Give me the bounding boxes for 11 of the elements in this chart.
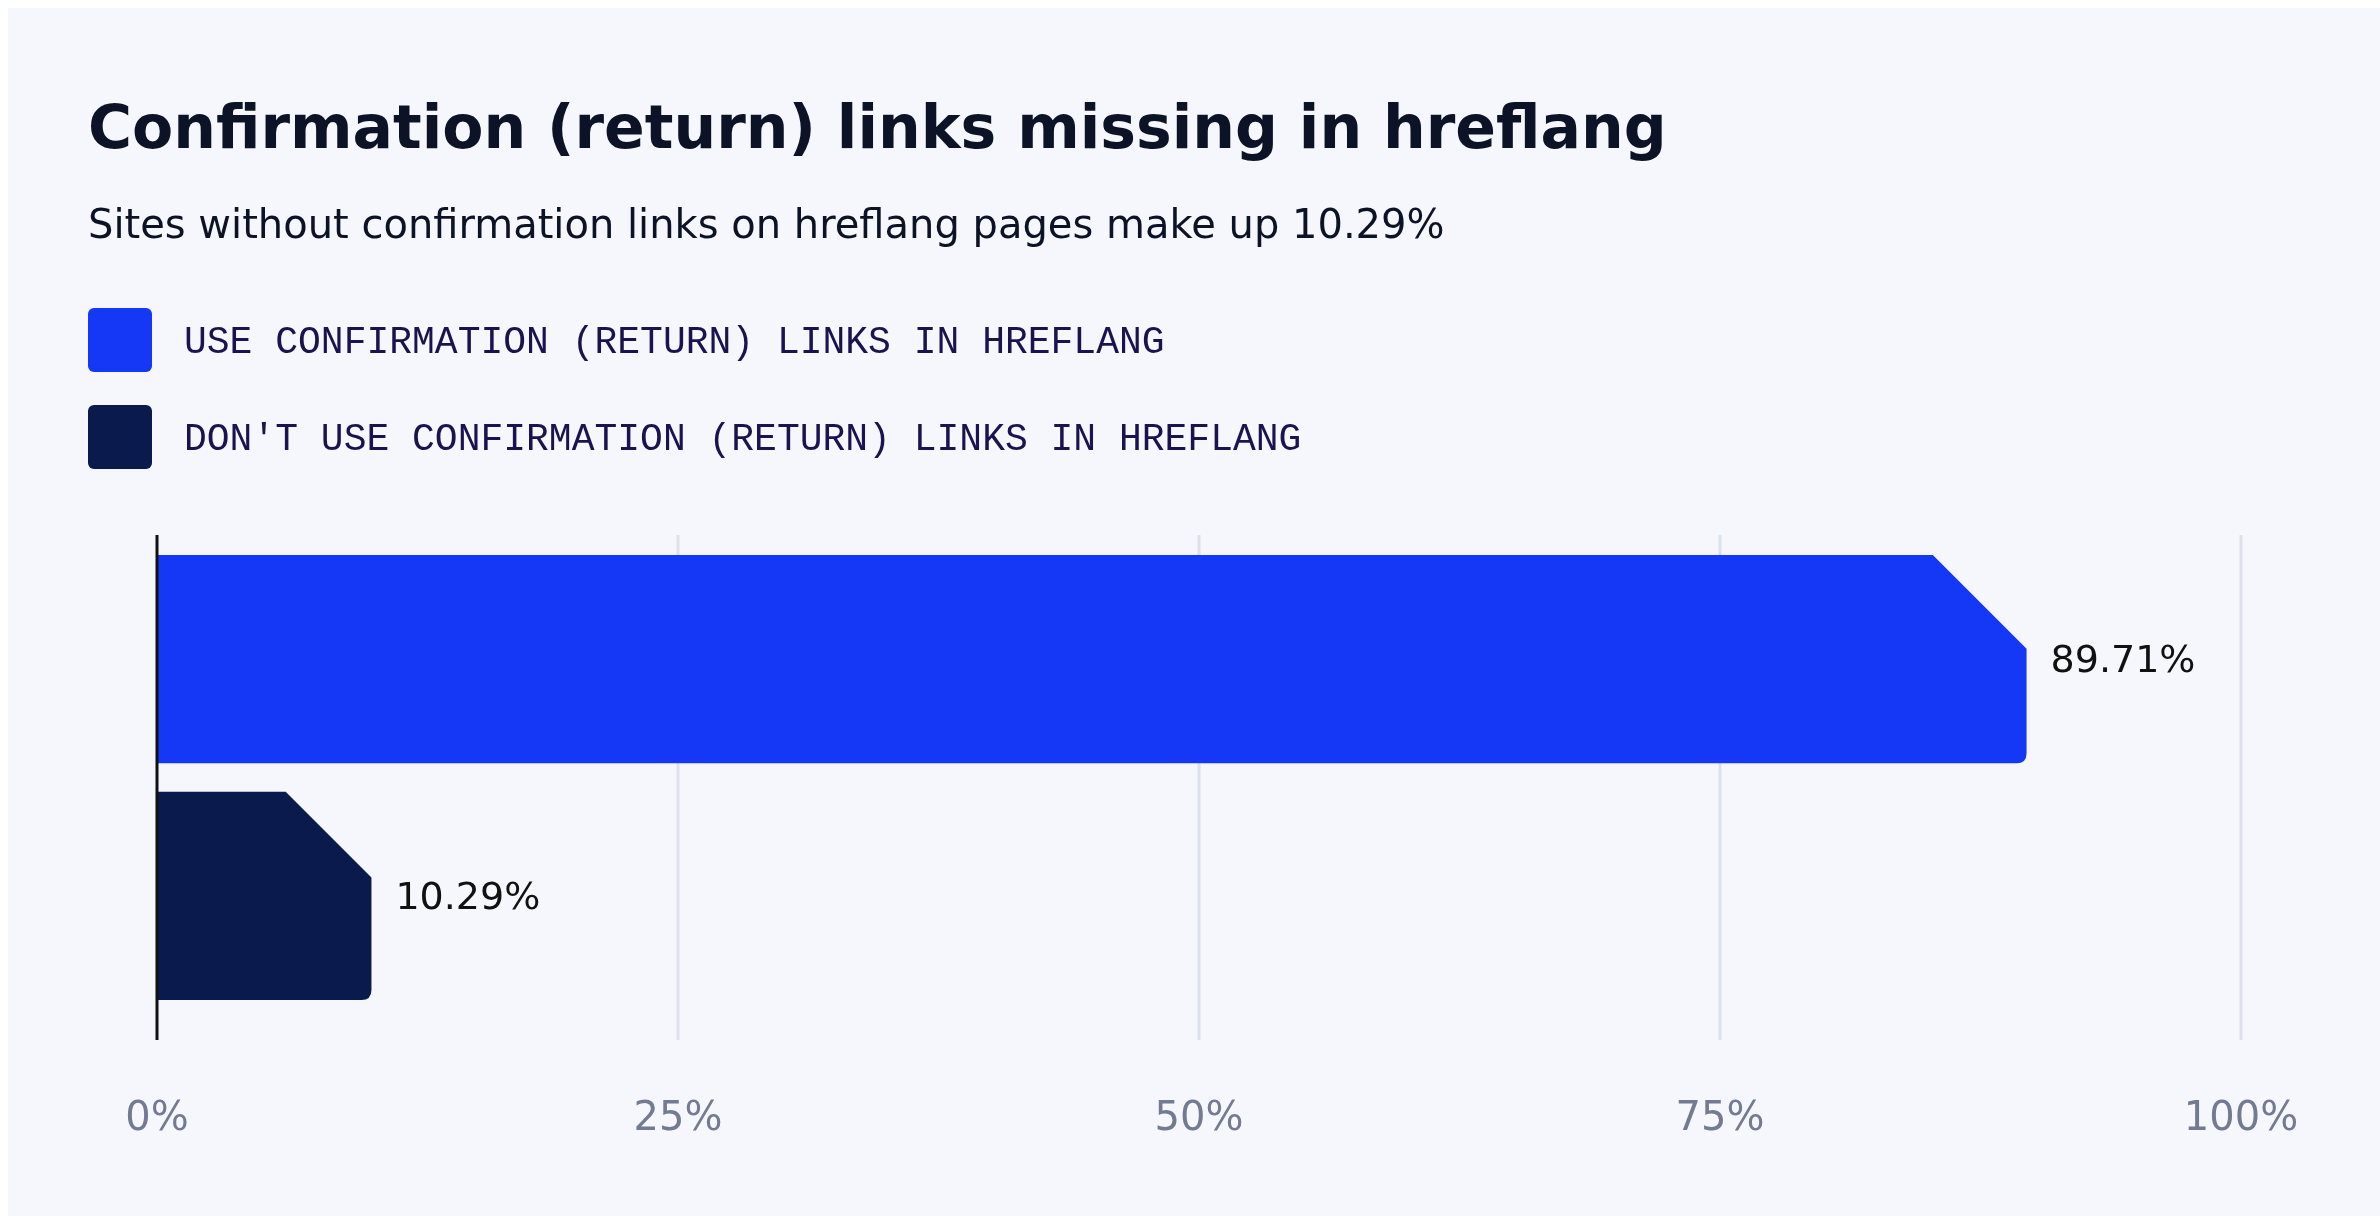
data-label: 10.29%	[395, 873, 541, 918]
chart-subtitle: Sites without confirmation links on hreflang pages make up 10.29%	[88, 201, 1445, 247]
chart-title: Confirmation (return) links missing in hreflang	[88, 92, 1667, 162]
x-tick-label: 50%	[1154, 1093, 1244, 1139]
x-tick-label: 25%	[633, 1093, 723, 1139]
legend-label: DON'T USE CONFIRMATION (RETURN) LINKS IN HREFLANG	[184, 417, 1302, 461]
data-label: 89.71%	[2050, 637, 2196, 682]
x-tick-label: 75%	[1675, 1093, 1765, 1139]
x-tick-label: 100%	[2183, 1093, 2299, 1139]
x-tick-label: 0%	[125, 1093, 189, 1139]
legend-label: USE CONFIRMATION (RETURN) LINKS IN HREFLANG	[184, 320, 1165, 364]
